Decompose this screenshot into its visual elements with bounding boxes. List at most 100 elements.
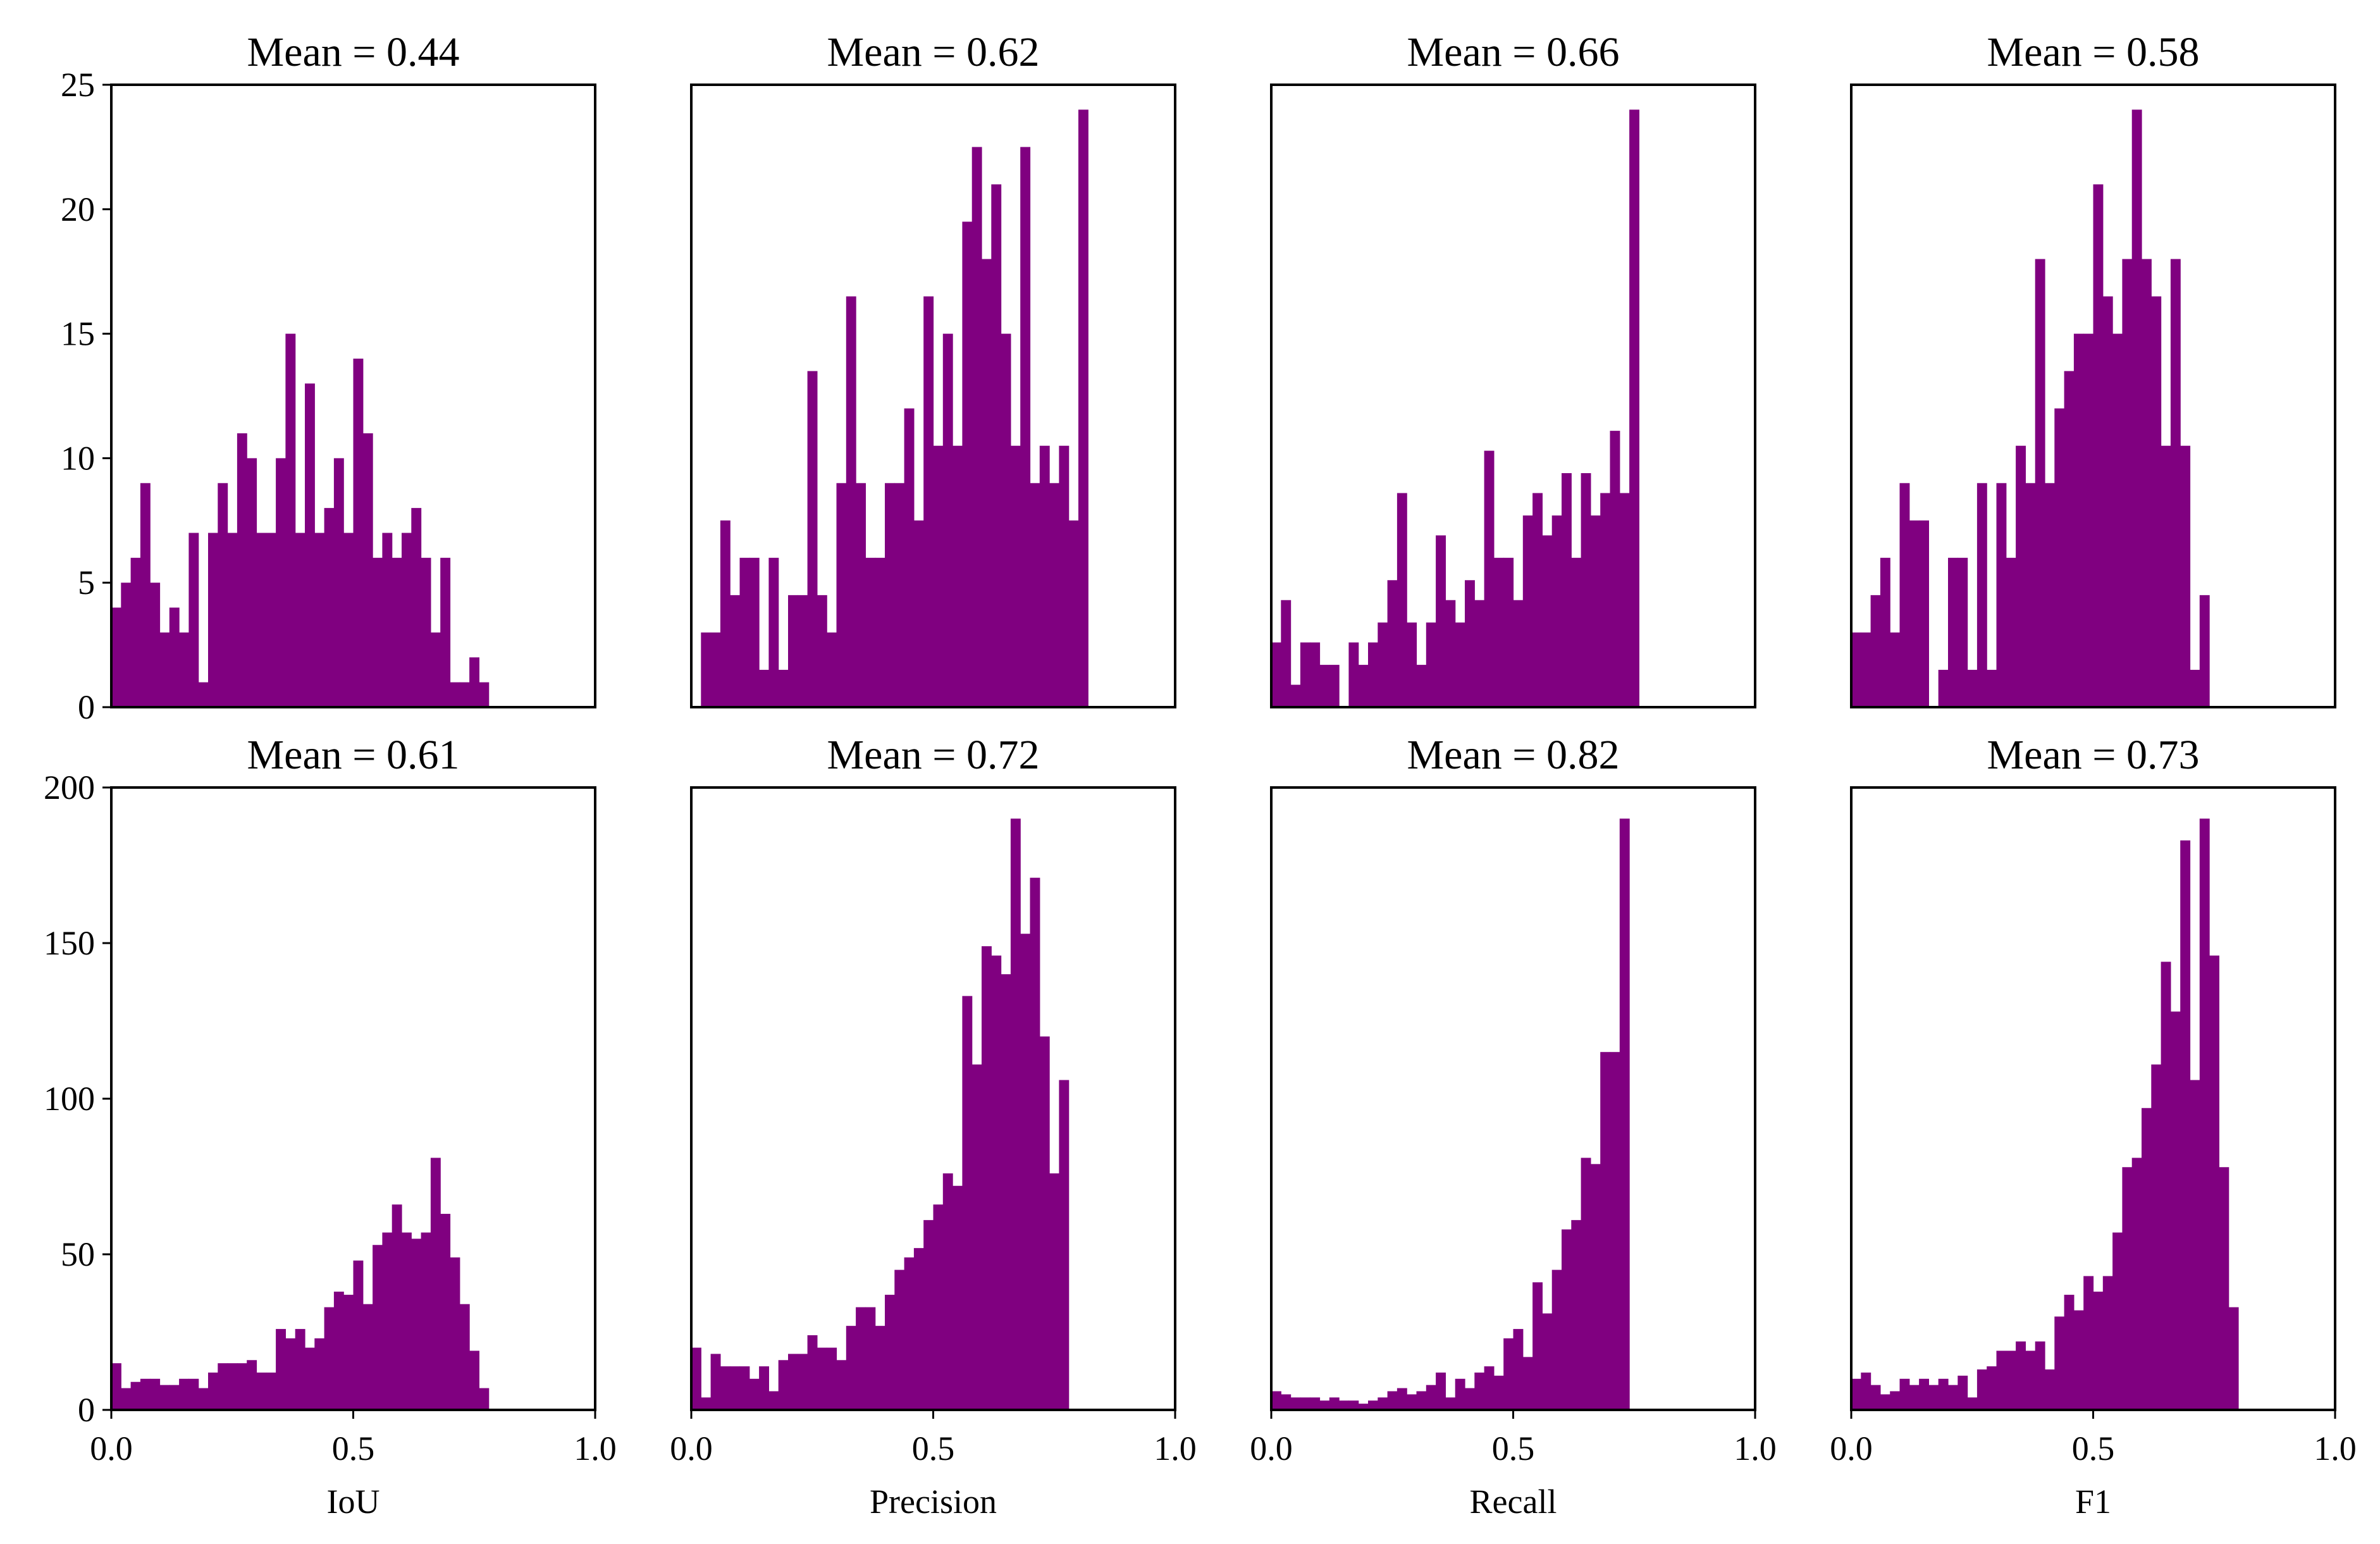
histogram-bar [1629, 109, 1639, 708]
histogram-bar [691, 1347, 701, 1410]
x-axis-label: Precision [870, 1483, 997, 1521]
histogram-bar [1059, 445, 1070, 707]
histogram-bar [256, 1372, 267, 1410]
histogram-panel-6: Mean = 0.72 0.0 0.5 1.0 Precision [670, 732, 1197, 1521]
histogram-bar [392, 1204, 402, 1410]
histogram-bar [373, 557, 383, 707]
histogram-bar [362, 1304, 373, 1410]
histogram-bar [2006, 557, 2016, 707]
histogram-bar [2112, 1232, 2123, 1410]
histogram-bar [469, 657, 479, 707]
histogram-bar [768, 557, 779, 707]
histogram-bar [440, 557, 451, 707]
histogram-bar [1329, 665, 1340, 707]
panel-title: Mean = 0.73 [1987, 732, 2200, 778]
histogram-bar [1890, 1391, 1901, 1410]
histogram-bar [159, 632, 170, 707]
histogram-bar [314, 533, 325, 707]
histogram-bar [1319, 665, 1330, 707]
histogram-bar [1329, 1397, 1340, 1410]
x-tick-label: 0.0 [1250, 1430, 1293, 1467]
histogram-bar [169, 607, 180, 707]
histogram-bar [159, 1385, 170, 1410]
histogram-bar [237, 433, 247, 707]
histogram-bar [150, 583, 161, 707]
histogram-bar [875, 1326, 885, 1410]
histogram-bar [1030, 483, 1040, 707]
y-tick-label: 10 [61, 439, 95, 477]
histogram-bar [2045, 483, 2055, 707]
histogram-bar [2199, 595, 2210, 707]
histogram-bar [1010, 818, 1021, 1410]
histogram-bar [1503, 1338, 1514, 1410]
histogram-bar [807, 1335, 818, 1410]
histogram-bar [788, 595, 798, 707]
histogram-bar [1484, 450, 1495, 707]
panel-title: Mean = 0.82 [1407, 732, 1620, 778]
histogram-bar [343, 1294, 354, 1410]
histogram-bar [778, 669, 789, 707]
x-tick-label: 0.5 [332, 1430, 375, 1467]
histogram-bar [1600, 493, 1611, 707]
histogram-bar [1416, 665, 1427, 707]
histogram-bar [1300, 1397, 1310, 1410]
histogram-bar [305, 383, 315, 707]
histogram-bar [2161, 961, 2171, 1410]
histogram-panel-5: Mean = 0.61 0 50 100 150 200 0.0 0.5 1.0 IoU [44, 732, 617, 1521]
histogram-bar [1407, 1394, 1417, 1410]
axes-frame [690, 83, 1176, 708]
histogram-bar [953, 1185, 963, 1410]
histogram-bar [865, 557, 876, 707]
histogram-bar [1551, 515, 1562, 707]
histogram-bar [1590, 1164, 1601, 1410]
axes-frame [1270, 786, 1756, 1411]
histogram-bar [846, 296, 856, 707]
x-tick-label: 0.5 [2072, 1430, 2115, 1467]
histogram-bar [1387, 580, 1398, 707]
histogram-bar [1474, 1372, 1485, 1410]
x-axis-label: F1 [2075, 1483, 2111, 1521]
histogram-bar [1861, 1372, 1871, 1410]
histogram-bar [865, 1307, 876, 1410]
histogram-bar [295, 533, 305, 707]
histogram-bar [836, 483, 847, 707]
y-tick-label: 100 [44, 1080, 95, 1118]
histogram-bar [1987, 1366, 1997, 1410]
histogram-bar [1919, 520, 1929, 707]
histogram-bar [362, 433, 373, 707]
panel-title: Mean = 0.58 [1987, 29, 2200, 75]
histogram-bar [218, 1363, 228, 1410]
histogram-bar [198, 1388, 209, 1410]
histogram-bar [749, 1378, 760, 1410]
x-tick-label: 1.0 [1154, 1430, 1197, 1467]
histogram-bar [953, 445, 963, 707]
histogram-bar [2190, 669, 2200, 707]
y-tick-label: 0 [78, 688, 95, 726]
histogram-bar [1610, 431, 1620, 707]
histogram-bar [1378, 1397, 1388, 1410]
histogram-bar [1851, 1378, 1861, 1410]
x-tick-label: 0.5 [1492, 1430, 1535, 1467]
histogram-bar [285, 1338, 296, 1410]
histogram-bar [2142, 259, 2152, 707]
histogram-bar [923, 1220, 934, 1410]
histogram-bar [1455, 622, 1465, 707]
histogram-bar [1522, 515, 1533, 707]
histogram-bar [1996, 483, 2007, 707]
histogram-bar [759, 669, 769, 707]
histogram-bar [343, 533, 354, 707]
histogram-bar [827, 632, 837, 707]
y-tick-label: 200 [44, 769, 95, 806]
histogram-bar [353, 1260, 364, 1410]
histogram-bar [1513, 600, 1524, 707]
histogram-bar [962, 221, 973, 708]
histogram-bar [710, 1354, 721, 1410]
histogram-bar [121, 583, 132, 707]
histogram-bar [1001, 974, 1011, 1410]
histogram-bar [1532, 1282, 1543, 1410]
histogram-bar [237, 1363, 247, 1410]
histogram-bar [1909, 520, 1920, 707]
histogram-bar [1503, 557, 1514, 707]
histogram-bar [2102, 296, 2113, 707]
histogram-bar [1958, 1375, 1968, 1410]
